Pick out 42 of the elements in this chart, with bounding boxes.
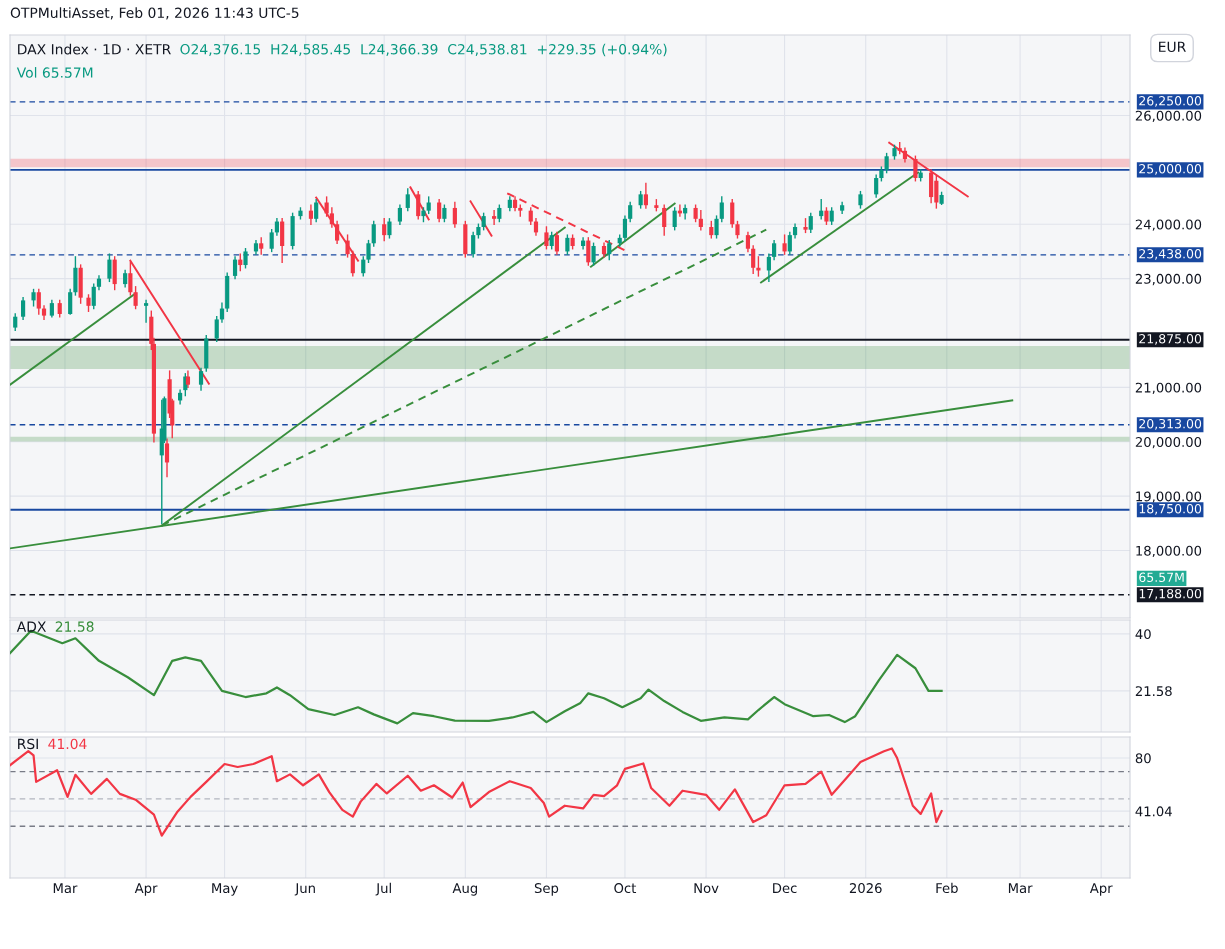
ref-line-label: 18,750.00 [1139,503,1202,515]
x-tick-label: Dec [773,883,797,894]
y-tick-label: 19,000.00 [1136,491,1202,503]
x-tick-label: Oct [614,883,637,894]
y-tick-label: 80 [1135,753,1151,764]
x-tick-label: Apr [134,883,158,896]
y-tick-label: 26,000.00 [1135,110,1202,123]
x-tick-label: Mar [1008,883,1033,894]
y-tick-label: 41.04 [1135,806,1172,817]
y-tick-label: 18,000.00 [1136,545,1202,558]
x-tick-label: 2026 [849,883,882,894]
text: OTPMultiAsset, Feb 01, 2026 11:43 UTC-5 [10,7,299,20]
x-tick-label: Feb [936,882,958,894]
y-tick-label: 40 [1135,629,1151,640]
ref-line-label: 21,875.00 [1139,334,1202,345]
x-tick-label: Mar [53,883,78,894]
x-tick-label: Apr [1089,883,1113,896]
ref-line-label: 26,250.00 [1139,96,1202,107]
x-tick-label: May [212,883,238,896]
text: 65.57M [1139,572,1184,582]
annotation: Vol 65.57M [16,67,93,78]
ref-line-label: 20,313.00 [1139,418,1202,430]
ref-line-label: 17,188.00 [1139,588,1202,600]
x-tick-label: Jul [375,882,391,896]
y-tick-label: 24,000.00 [1135,219,1202,231]
chart-title: RSI [18,738,38,750]
chart-title: ADX [16,621,46,632]
text: DAX Index · 1D · XETR [18,43,171,55]
y-tick-label: 20,000.00 [1135,437,1202,449]
x-tick-label: Nov [694,883,719,894]
x-tick-label: Sep [534,883,559,896]
y-tick-label: 23,000.00 [1135,273,1202,286]
text: O24,376.15 H24,585.45 L24,366.39 C24,538.81 +229.35 (+0.94%) [180,43,667,57]
ref-line-label: 25,000.00 [1139,164,1202,175]
x-tick-label: Aug [452,883,478,896]
text: EUR [1159,41,1186,53]
annotation: 41.04 [48,738,87,750]
y-tick-label: 21.58 [1135,686,1172,697]
y-tick-label: 21,000.00 [1135,382,1202,394]
annotation: 21.58 [55,621,94,632]
ref-line-label: 23,438.00 [1139,248,1202,260]
x-tick-label: Jun [294,883,315,896]
